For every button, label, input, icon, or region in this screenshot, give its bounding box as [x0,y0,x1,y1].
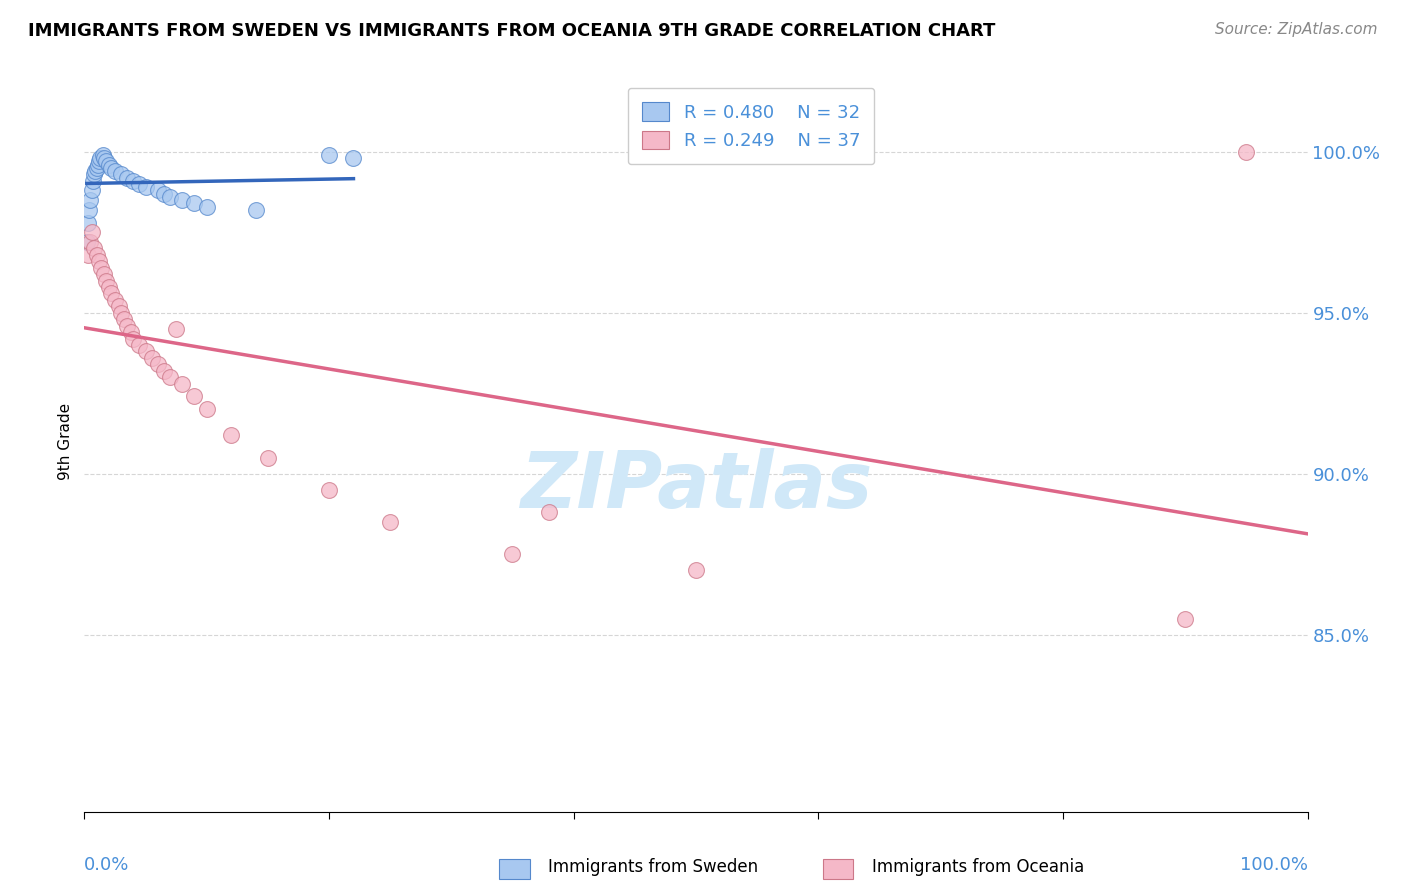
Point [79,193,101,207]
Point [86,248,108,262]
Point [135,344,157,359]
Point [80,225,103,239]
Point [122,332,145,346]
Text: 0.0%: 0.0% [84,856,129,874]
Point [80,184,103,198]
Point [159,190,181,204]
Point [120,325,142,339]
Point [318,483,340,497]
Point [96,274,118,288]
Point [90,260,112,275]
Legend: R = 0.480    N = 32, R = 0.249    N = 37: R = 0.480 N = 32, R = 0.249 N = 37 [627,87,875,164]
Point [115,170,138,185]
Point [100,161,122,175]
Point [77,202,100,217]
Point [77,216,100,230]
Point [97,158,120,172]
Text: ZIPatlas: ZIPatlas [520,448,872,524]
Point [183,389,205,403]
Point [96,154,118,169]
Point [82,174,104,188]
Point [104,164,127,178]
Point [183,196,205,211]
Point [87,158,110,172]
Point [219,428,242,442]
Point [76,235,98,249]
Point [83,167,105,181]
Point [146,184,169,198]
Point [122,174,145,188]
Point [195,200,218,214]
Point [146,357,169,371]
Text: Immigrants from Sweden: Immigrants from Sweden [548,858,758,876]
Point [115,318,138,333]
Point [79,235,101,249]
Point [86,161,108,175]
Point [153,364,176,378]
Y-axis label: 9th Grade: 9th Grade [58,403,73,480]
Point [83,241,105,255]
Point [141,351,163,365]
Point [93,151,115,165]
Point [100,286,122,301]
Point [153,186,176,201]
Point [112,312,135,326]
Point [1174,611,1197,625]
Point [538,505,561,519]
Point [172,193,194,207]
Point [128,177,150,191]
Point [87,254,110,268]
Point [342,151,364,165]
Point [318,148,340,162]
Point [110,306,132,320]
Text: IMMIGRANTS FROM SWEDEN VS IMMIGRANTS FROM OCEANIA 9TH GRADE CORRELATION CHART: IMMIGRANTS FROM SWEDEN VS IMMIGRANTS FRO… [28,22,995,40]
Point [245,202,267,217]
Point [159,370,181,384]
Point [84,164,107,178]
Text: 100.0%: 100.0% [1240,856,1308,874]
Point [104,293,127,307]
Point [172,376,194,391]
Point [685,563,707,577]
Point [502,547,524,561]
Point [107,299,129,313]
Point [87,154,110,169]
Point [91,148,114,162]
Point [1236,145,1258,159]
Point [97,280,120,294]
Point [110,167,132,181]
Point [165,322,187,336]
Point [128,338,150,352]
Point [93,267,115,281]
Point [195,402,218,417]
Text: Source: ZipAtlas.com: Source: ZipAtlas.com [1215,22,1378,37]
Point [135,180,157,194]
Point [257,450,280,465]
Point [77,248,100,262]
Text: Immigrants from Oceania: Immigrants from Oceania [872,858,1084,876]
Point [89,151,111,165]
Point [380,515,402,529]
